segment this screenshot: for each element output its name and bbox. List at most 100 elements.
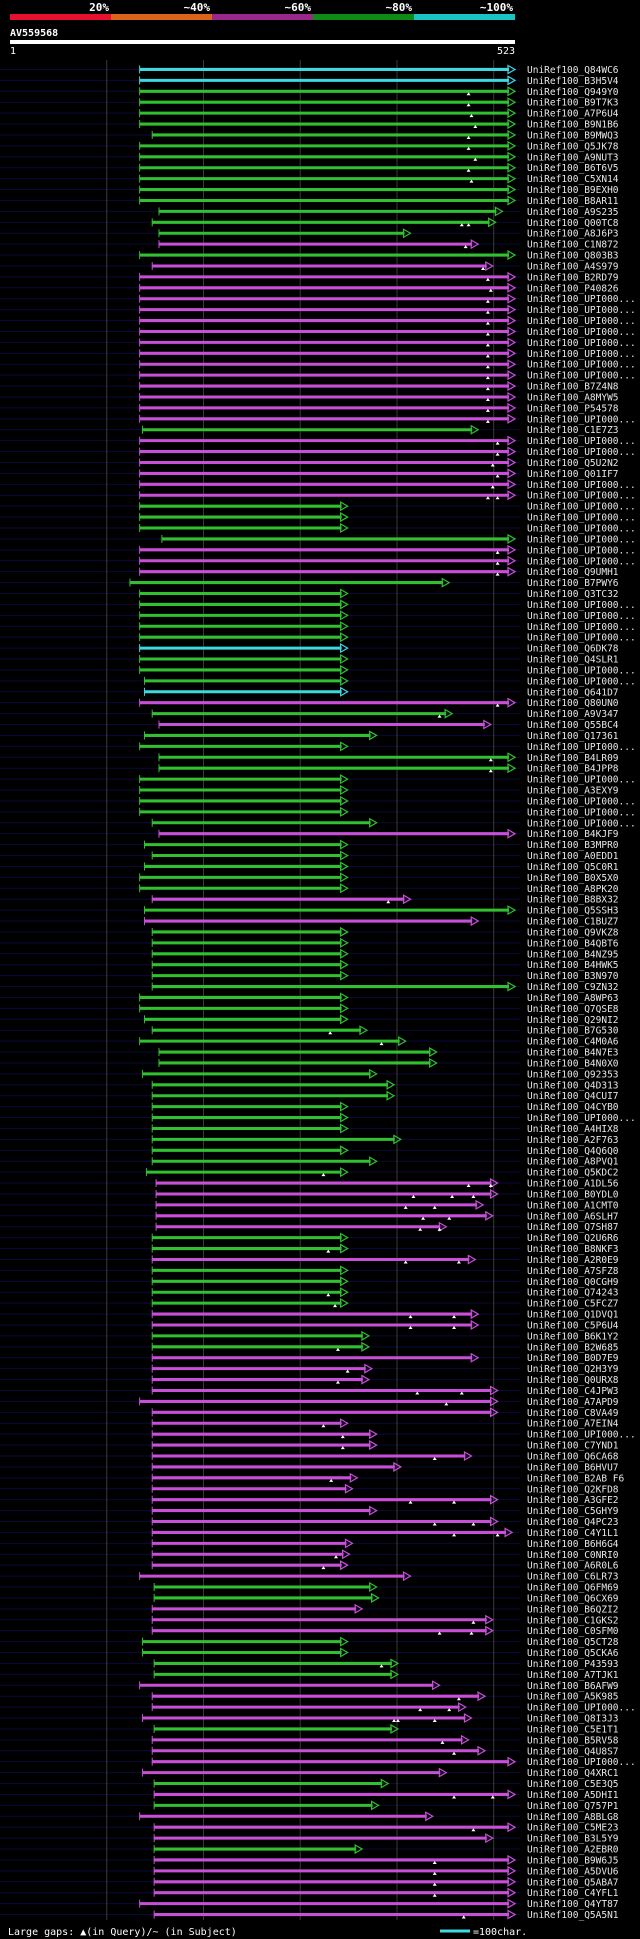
hit-row[interactable]: UniRef100_UPI000... <box>139 599 636 611</box>
hit-label[interactable]: UniRef100_UPI000... <box>527 611 636 622</box>
hit-label[interactable]: UniRef100_Q01IF7 <box>527 469 619 480</box>
hit-label[interactable]: UniRef100_C6LR73 <box>527 1572 619 1583</box>
hit-label[interactable]: UniRef100_Q5SSH3 <box>527 906 619 917</box>
hit-label[interactable]: UniRef100_A4HIX8 <box>527 1124 619 1135</box>
hit-label[interactable]: UniRef100_Q757P1 <box>527 1801 619 1812</box>
hit-row[interactable]: UniRef100_B0X5X0 <box>139 872 619 884</box>
hit-row[interactable]: UniRef100_B6K1Y2 <box>151 1330 619 1342</box>
hit-row[interactable]: UniRef100_B4N7E3 <box>158 1047 619 1059</box>
hit-label[interactable]: UniRef100_C5XN14 <box>527 174 619 185</box>
hit-row[interactable]: UniRef100_P43593 <box>153 1658 619 1670</box>
hit-label[interactable]: UniRef100_A8MYW5 <box>527 392 619 403</box>
hit-label[interactable]: UniRef100_C4M0A6 <box>527 1037 619 1048</box>
hit-label[interactable]: UniRef100_Q9VKZ8 <box>527 927 619 938</box>
hit-label[interactable]: UniRef100_B9EXH0 <box>527 185 619 196</box>
hit-row[interactable]: UniRef100_A5DVU6 <box>153 1865 619 1877</box>
hit-label[interactable]: UniRef100_UPI000... <box>527 349 636 360</box>
hit-row[interactable]: UniRef100_Q80UN0 <box>139 697 619 709</box>
hit-label[interactable]: UniRef100_UPI000... <box>527 360 636 371</box>
hit-row[interactable]: UniRef100_B9MWQ3 <box>151 129 619 141</box>
hit-row[interactable]: UniRef100_B3MPR0 <box>143 839 619 851</box>
hit-row[interactable]: UniRef100_B4JPP8 <box>158 763 619 775</box>
hit-row[interactable]: UniRef100_UPI000... <box>139 446 636 458</box>
hit-label[interactable]: UniRef100_B4NZ95 <box>527 949 619 960</box>
hit-row[interactable]: UniRef100_B6QZI2 <box>151 1603 619 1615</box>
hit-row[interactable]: UniRef100_UPI000... <box>151 1112 636 1124</box>
hit-row[interactable]: UniRef100_B6HVU7 <box>151 1461 619 1473</box>
hit-row[interactable]: UniRef100_Q55BC4 <box>158 719 619 731</box>
hit-label[interactable]: UniRef100_C1N872 <box>527 240 619 251</box>
hit-label[interactable]: UniRef100_B7G530 <box>527 1026 619 1037</box>
hit-label[interactable]: UniRef100_B2W685 <box>527 1342 619 1353</box>
hit-row[interactable]: UniRef100_Q803B3 <box>139 250 619 262</box>
hit-row[interactable]: UniRef100_C8VA49 <box>151 1407 619 1419</box>
hit-row[interactable]: UniRef100_B7PWY6 <box>129 577 619 589</box>
hit-label[interactable]: UniRef100_B3H5V4 <box>527 76 619 87</box>
hit-row[interactable]: UniRef100_UPI000... <box>139 326 636 338</box>
hit-label[interactable]: UniRef100_B4N0X0 <box>527 1058 619 1069</box>
hit-label[interactable]: UniRef100_A9S235 <box>527 207 619 218</box>
hit-row[interactable]: UniRef100_B3L5Y9 <box>153 1833 619 1845</box>
hit-label[interactable]: UniRef100_Q9UMH1 <box>527 567 619 578</box>
hit-label[interactable]: UniRef100_UPI000... <box>527 371 636 382</box>
hit-label[interactable]: UniRef100_C5GHY9 <box>527 1506 619 1517</box>
hit-row[interactable]: UniRef100_B7Z4N8 <box>139 381 619 393</box>
hit-label[interactable]: UniRef100_B8NKF3 <box>527 1244 619 1255</box>
hit-row[interactable]: UniRef100_UPI000... <box>139 315 636 327</box>
hit-row[interactable]: UniRef100_A2EBR0 <box>153 1844 619 1856</box>
hit-row[interactable]: UniRef100_UPI000... <box>151 1429 636 1441</box>
hit-label[interactable]: UniRef100_Q5C0R1 <box>527 862 619 873</box>
hit-label[interactable]: UniRef100_UPI000... <box>527 600 636 611</box>
hit-row[interactable]: UniRef100_B0YDL0 <box>155 1188 619 1200</box>
hit-label[interactable]: UniRef100_UPI000... <box>527 775 636 786</box>
hit-label[interactable]: UniRef100_C4JPW3 <box>527 1386 619 1397</box>
hit-label[interactable]: UniRef100_Q6DK78 <box>527 644 619 655</box>
hit-row[interactable]: UniRef100_Q4YT87 <box>139 1898 619 1910</box>
hit-row[interactable]: UniRef100_Q00TC8 <box>151 217 619 229</box>
hit-label[interactable]: UniRef100_Q6FM69 <box>527 1583 619 1594</box>
hit-row[interactable]: UniRef100_UPI000... <box>151 817 636 829</box>
hit-label[interactable]: UniRef100_UPI000... <box>527 524 636 535</box>
hit-row[interactable]: UniRef100_Q7SH87 <box>155 1221 619 1233</box>
hit-label[interactable]: UniRef100_A9NUT3 <box>527 152 619 163</box>
hit-label[interactable]: UniRef100_UPI000... <box>527 480 636 491</box>
hit-row[interactable]: UniRef100_B4HWK5 <box>151 959 619 971</box>
hit-row[interactable]: UniRef100_UPI000... <box>139 610 636 622</box>
hit-label[interactable]: UniRef100_A1CMT0 <box>527 1200 619 1211</box>
hit-label[interactable]: UniRef100_Q4U8S7 <box>527 1746 619 1757</box>
hit-label[interactable]: UniRef100_C1BUZ7 <box>527 917 619 928</box>
hit-label[interactable]: UniRef100_UPI000... <box>527 491 636 502</box>
hit-row[interactable]: UniRef100_Q5CT28 <box>142 1636 619 1648</box>
hit-label[interactable]: UniRef100_B0YDL0 <box>527 1189 619 1200</box>
hit-label[interactable]: UniRef100_A5DHI1 <box>527 1790 619 1801</box>
hit-row[interactable]: UniRef100_A7EIN4 <box>151 1418 619 1430</box>
hit-label[interactable]: UniRef100_UPI000... <box>527 414 636 425</box>
hit-label[interactable]: UniRef100_Q29NI2 <box>527 1015 619 1026</box>
hit-row[interactable]: UniRef100_A8PVQ1 <box>151 1156 619 1168</box>
hit-label[interactable]: UniRef100_Q4XRC1 <box>527 1768 619 1779</box>
hit-row[interactable]: UniRef100_UPI000... <box>139 522 636 535</box>
hit-label[interactable]: UniRef100_B4JPP8 <box>527 764 619 775</box>
hit-label[interactable]: UniRef100_UPI000... <box>527 436 636 447</box>
hit-row[interactable]: UniRef100_UPI000... <box>139 435 636 447</box>
hit-label[interactable]: UniRef100_B3N970 <box>527 971 619 982</box>
hit-label[interactable]: UniRef100_UPI000... <box>527 327 636 338</box>
hit-row[interactable]: UniRef100_A0EDD1 <box>151 850 619 862</box>
hit-label[interactable]: UniRef100_A4S979 <box>527 261 619 272</box>
hit-row[interactable]: UniRef100_UPI000... <box>139 479 636 491</box>
hit-row[interactable]: UniRef100_Q5JK78 <box>139 140 619 152</box>
hit-label[interactable]: UniRef100_C4Y1L1 <box>527 1528 619 1539</box>
hit-row[interactable]: UniRef100_UPI000... <box>143 675 636 687</box>
hit-label[interactable]: UniRef100_UPI000... <box>527 676 636 687</box>
hit-row[interactable]: UniRef100_B3N970 <box>151 970 619 982</box>
hit-row[interactable]: UniRef100_Q5A5N1 <box>153 1909 619 1921</box>
hit-row[interactable]: UniRef100_Q9VKZ8 <box>151 926 619 938</box>
hit-row[interactable]: UniRef100_UPI000... <box>139 774 636 786</box>
hit-row[interactable]: UniRef100_Q5U2N2 <box>139 457 619 469</box>
hit-label[interactable]: UniRef100_Q5A5N1 <box>527 1910 619 1921</box>
hit-label[interactable]: UniRef100_Q4CYB0 <box>527 1102 619 1113</box>
hit-label[interactable]: UniRef100_A8WP63 <box>527 993 619 1004</box>
hit-label[interactable]: UniRef100_Q2H3Y9 <box>527 1364 619 1375</box>
hit-label[interactable]: UniRef100_Q4D313 <box>527 1080 619 1091</box>
hit-label[interactable]: UniRef100_UPI000... <box>527 502 636 513</box>
